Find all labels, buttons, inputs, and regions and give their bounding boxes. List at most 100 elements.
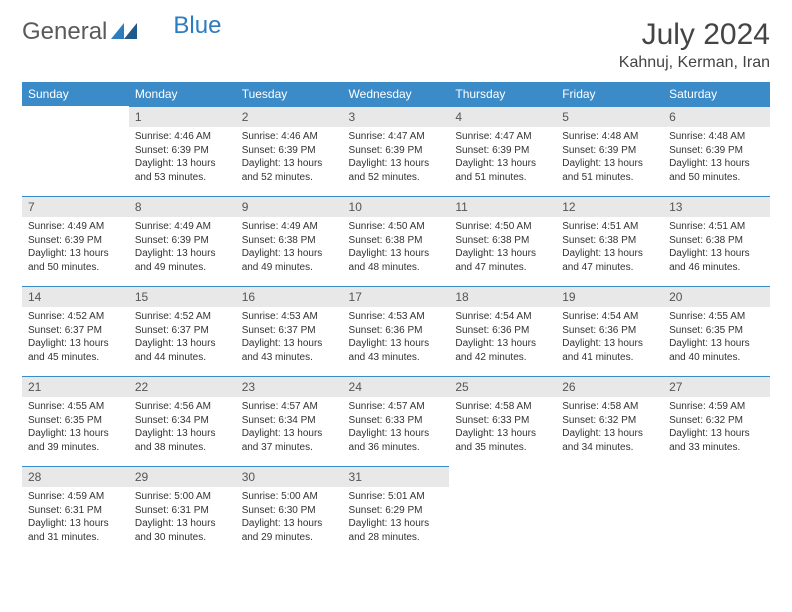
day-number: 19 — [556, 286, 663, 307]
day-content: Sunrise: 4:55 AMSunset: 6:35 PMDaylight:… — [663, 307, 770, 370]
sunset-text: Sunset: 6:35 PM — [28, 414, 123, 428]
calendar-cell: 18Sunrise: 4:54 AMSunset: 6:36 PMDayligh… — [449, 286, 556, 376]
daylight-text: Daylight: 13 hours and 33 minutes. — [669, 427, 764, 454]
day-content: Sunrise: 4:54 AMSunset: 6:36 PMDaylight:… — [449, 307, 556, 370]
calendar-cell: 5Sunrise: 4:48 AMSunset: 6:39 PMDaylight… — [556, 106, 663, 196]
day-content: Sunrise: 4:53 AMSunset: 6:37 PMDaylight:… — [236, 307, 343, 370]
sunset-text: Sunset: 6:32 PM — [669, 414, 764, 428]
day-content: Sunrise: 5:01 AMSunset: 6:29 PMDaylight:… — [343, 487, 450, 550]
calendar-cell: 8Sunrise: 4:49 AMSunset: 6:39 PMDaylight… — [129, 196, 236, 286]
sunset-text: Sunset: 6:33 PM — [349, 414, 444, 428]
daylight-text: Daylight: 13 hours and 46 minutes. — [669, 247, 764, 274]
sunset-text: Sunset: 6:34 PM — [135, 414, 230, 428]
sunrise-text: Sunrise: 4:52 AM — [135, 310, 230, 324]
empty-cell — [663, 466, 770, 556]
sunset-text: Sunset: 6:39 PM — [28, 234, 123, 248]
daylight-text: Daylight: 13 hours and 38 minutes. — [135, 427, 230, 454]
calendar-table: SundayMondayTuesdayWednesdayThursdayFrid… — [22, 82, 770, 556]
calendar-row: 7Sunrise: 4:49 AMSunset: 6:39 PMDaylight… — [22, 196, 770, 286]
day-content: Sunrise: 4:59 AMSunset: 6:31 PMDaylight:… — [22, 487, 129, 550]
day-content: Sunrise: 4:47 AMSunset: 6:39 PMDaylight:… — [449, 127, 556, 190]
daylight-text: Daylight: 13 hours and 53 minutes. — [135, 157, 230, 184]
sunrise-text: Sunrise: 4:59 AM — [28, 490, 123, 504]
day-number: 4 — [449, 106, 556, 127]
triangle-icon — [111, 18, 137, 46]
day-content: Sunrise: 4:49 AMSunset: 6:39 PMDaylight:… — [22, 217, 129, 280]
day-content: Sunrise: 4:46 AMSunset: 6:39 PMDaylight:… — [236, 127, 343, 190]
day-content: Sunrise: 4:46 AMSunset: 6:39 PMDaylight:… — [129, 127, 236, 190]
sunrise-text: Sunrise: 4:46 AM — [135, 130, 230, 144]
daylight-text: Daylight: 13 hours and 49 minutes. — [135, 247, 230, 274]
day-number: 14 — [22, 286, 129, 307]
daylight-text: Daylight: 13 hours and 31 minutes. — [28, 517, 123, 544]
day-number: 27 — [663, 376, 770, 397]
sunrise-text: Sunrise: 4:48 AM — [562, 130, 657, 144]
sunset-text: Sunset: 6:37 PM — [28, 324, 123, 338]
day-number: 24 — [343, 376, 450, 397]
daylight-text: Daylight: 13 hours and 45 minutes. — [28, 337, 123, 364]
day-content: Sunrise: 4:51 AMSunset: 6:38 PMDaylight:… — [663, 217, 770, 280]
day-number: 31 — [343, 466, 450, 487]
sunset-text: Sunset: 6:39 PM — [562, 144, 657, 158]
daylight-text: Daylight: 13 hours and 51 minutes. — [562, 157, 657, 184]
calendar-cell: 12Sunrise: 4:51 AMSunset: 6:38 PMDayligh… — [556, 196, 663, 286]
sunrise-text: Sunrise: 4:49 AM — [242, 220, 337, 234]
day-content: Sunrise: 4:57 AMSunset: 6:34 PMDaylight:… — [236, 397, 343, 460]
calendar-row: 1Sunrise: 4:46 AMSunset: 6:39 PMDaylight… — [22, 106, 770, 196]
daylight-text: Daylight: 13 hours and 47 minutes. — [562, 247, 657, 274]
day-number: 2 — [236, 106, 343, 127]
sunrise-text: Sunrise: 4:59 AM — [669, 400, 764, 414]
daylight-text: Daylight: 13 hours and 52 minutes. — [349, 157, 444, 184]
day-header-wednesday: Wednesday — [343, 82, 450, 106]
sunset-text: Sunset: 6:36 PM — [455, 324, 550, 338]
day-number: 20 — [663, 286, 770, 307]
calendar-cell: 17Sunrise: 4:53 AMSunset: 6:36 PMDayligh… — [343, 286, 450, 376]
daylight-text: Daylight: 13 hours and 47 minutes. — [455, 247, 550, 274]
calendar-cell — [663, 466, 770, 556]
daylight-text: Daylight: 13 hours and 51 minutes. — [455, 157, 550, 184]
sunrise-text: Sunrise: 4:54 AM — [455, 310, 550, 324]
calendar-cell: 19Sunrise: 4:54 AMSunset: 6:36 PMDayligh… — [556, 286, 663, 376]
logo-text-general: General — [22, 18, 107, 46]
sunrise-text: Sunrise: 4:50 AM — [455, 220, 550, 234]
sunset-text: Sunset: 6:39 PM — [242, 144, 337, 158]
sunrise-text: Sunrise: 4:51 AM — [562, 220, 657, 234]
calendar-cell: 25Sunrise: 4:58 AMSunset: 6:33 PMDayligh… — [449, 376, 556, 466]
sunset-text: Sunset: 6:38 PM — [562, 234, 657, 248]
calendar-cell: 6Sunrise: 4:48 AMSunset: 6:39 PMDaylight… — [663, 106, 770, 196]
calendar-cell: 21Sunrise: 4:55 AMSunset: 6:35 PMDayligh… — [22, 376, 129, 466]
day-number: 17 — [343, 286, 450, 307]
sunset-text: Sunset: 6:30 PM — [242, 504, 337, 518]
day-number: 11 — [449, 196, 556, 217]
empty-cell — [556, 466, 663, 556]
daylight-text: Daylight: 13 hours and 44 minutes. — [135, 337, 230, 364]
daylight-text: Daylight: 13 hours and 39 minutes. — [28, 427, 123, 454]
sunset-text: Sunset: 6:31 PM — [28, 504, 123, 518]
calendar-cell: 16Sunrise: 4:53 AMSunset: 6:37 PMDayligh… — [236, 286, 343, 376]
sunrise-text: Sunrise: 4:50 AM — [349, 220, 444, 234]
day-content: Sunrise: 4:57 AMSunset: 6:33 PMDaylight:… — [343, 397, 450, 460]
day-header-friday: Friday — [556, 82, 663, 106]
daylight-text: Daylight: 13 hours and 28 minutes. — [349, 517, 444, 544]
daylight-text: Daylight: 13 hours and 48 minutes. — [349, 247, 444, 274]
day-header-sunday: Sunday — [22, 82, 129, 106]
calendar-row: 14Sunrise: 4:52 AMSunset: 6:37 PMDayligh… — [22, 286, 770, 376]
daylight-text: Daylight: 13 hours and 40 minutes. — [669, 337, 764, 364]
day-content: Sunrise: 4:48 AMSunset: 6:39 PMDaylight:… — [663, 127, 770, 190]
calendar-cell: 28Sunrise: 4:59 AMSunset: 6:31 PMDayligh… — [22, 466, 129, 556]
sunrise-text: Sunrise: 5:00 AM — [242, 490, 337, 504]
sunset-text: Sunset: 6:37 PM — [242, 324, 337, 338]
day-number: 18 — [449, 286, 556, 307]
calendar-cell: 2Sunrise: 4:46 AMSunset: 6:39 PMDaylight… — [236, 106, 343, 196]
day-content: Sunrise: 4:59 AMSunset: 6:32 PMDaylight:… — [663, 397, 770, 460]
calendar-cell: 31Sunrise: 5:01 AMSunset: 6:29 PMDayligh… — [343, 466, 450, 556]
calendar-header-row: SundayMondayTuesdayWednesdayThursdayFrid… — [22, 82, 770, 106]
calendar-cell: 13Sunrise: 4:51 AMSunset: 6:38 PMDayligh… — [663, 196, 770, 286]
calendar-cell: 29Sunrise: 5:00 AMSunset: 6:31 PMDayligh… — [129, 466, 236, 556]
daylight-text: Daylight: 13 hours and 36 minutes. — [349, 427, 444, 454]
day-content: Sunrise: 5:00 AMSunset: 6:31 PMDaylight:… — [129, 487, 236, 550]
sunrise-text: Sunrise: 4:49 AM — [28, 220, 123, 234]
calendar-cell: 20Sunrise: 4:55 AMSunset: 6:35 PMDayligh… — [663, 286, 770, 376]
sunrise-text: Sunrise: 4:53 AM — [349, 310, 444, 324]
day-content: Sunrise: 4:51 AMSunset: 6:38 PMDaylight:… — [556, 217, 663, 280]
